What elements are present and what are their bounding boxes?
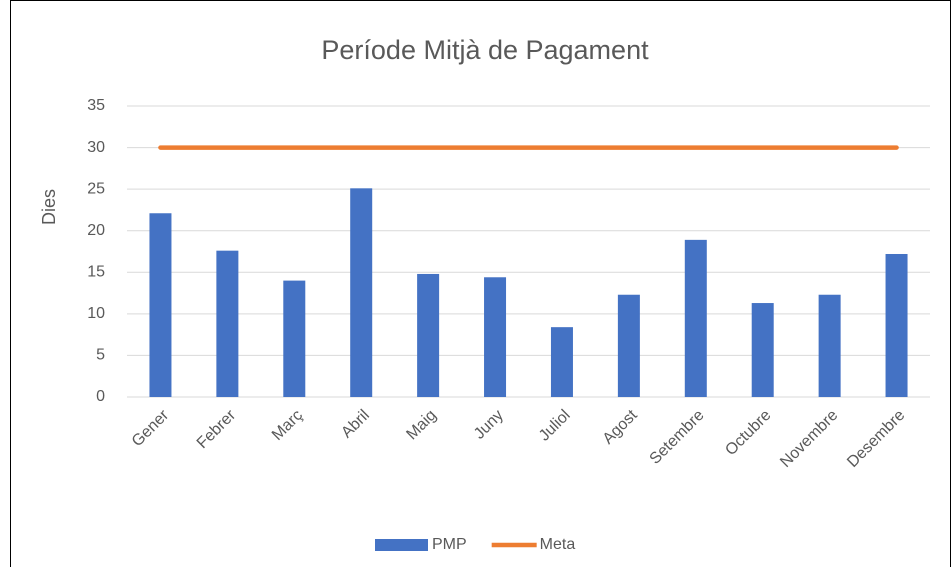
bar bbox=[684, 239, 707, 397]
bar bbox=[818, 294, 841, 397]
bar bbox=[885, 253, 908, 397]
y-tick-label: 5 bbox=[96, 347, 105, 364]
bar bbox=[751, 303, 774, 397]
y-tick-label: 0 bbox=[96, 388, 105, 405]
y-tick-label: 20 bbox=[87, 222, 105, 239]
legend-label: PMP bbox=[432, 536, 467, 553]
y-tick-label: 35 bbox=[87, 97, 105, 114]
legend-swatch bbox=[375, 539, 428, 551]
bar bbox=[417, 273, 440, 397]
y-tick-label: 10 bbox=[87, 305, 105, 322]
bar bbox=[216, 250, 239, 397]
y-tick-label: 30 bbox=[87, 139, 105, 156]
bar bbox=[484, 277, 507, 397]
y-tick-label: 25 bbox=[87, 180, 105, 197]
y-axis-label: Dies bbox=[39, 189, 59, 225]
bar bbox=[149, 213, 172, 397]
bar bbox=[283, 280, 306, 397]
bar bbox=[617, 294, 640, 397]
legend-label: Meta bbox=[540, 536, 576, 553]
bar bbox=[350, 188, 373, 397]
bar bbox=[550, 327, 573, 397]
chart-title: Període Mitjà de Pagament bbox=[321, 35, 649, 65]
y-tick-label: 15 bbox=[87, 264, 105, 281]
